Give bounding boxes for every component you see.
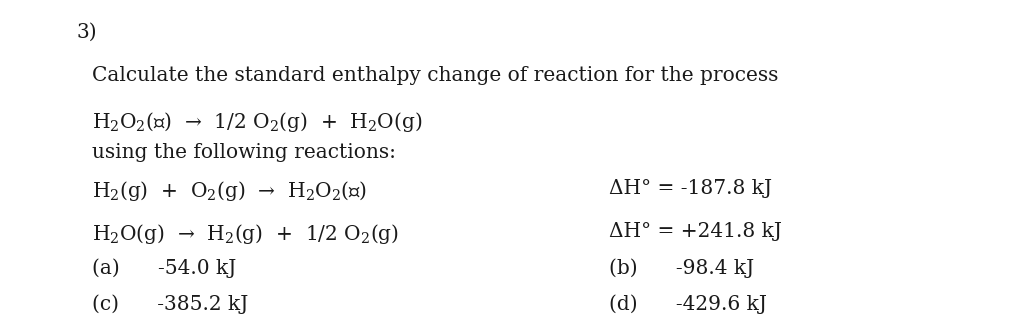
Text: (a)      -54.0 kJ: (a) -54.0 kJ bbox=[92, 258, 237, 278]
Text: using the following reactions:: using the following reactions: bbox=[92, 143, 396, 162]
Text: $\mathregular{H_2O_2}$(ℓ)  →  1/2 $\mathregular{O_2}$(g)  +  $\mathregular{H_2O}: $\mathregular{H_2O_2}$(ℓ) → 1/2 $\mathre… bbox=[92, 110, 423, 134]
Text: $\mathregular{H_2O}$(g)  →  $\mathregular{H_2}$(g)  +  1/2 $\mathregular{O_2}$(g: $\mathregular{H_2O}$(g) → $\mathregular{… bbox=[92, 222, 399, 246]
Text: ΔH° = -187.8 kJ: ΔH° = -187.8 kJ bbox=[609, 179, 772, 198]
Text: (c)      -385.2 kJ: (c) -385.2 kJ bbox=[92, 294, 249, 314]
Text: 3): 3) bbox=[77, 23, 97, 42]
Text: (d)      -429.6 kJ: (d) -429.6 kJ bbox=[609, 294, 767, 314]
Text: ΔH° = +241.8 kJ: ΔH° = +241.8 kJ bbox=[609, 222, 782, 241]
Text: (b)      -98.4 kJ: (b) -98.4 kJ bbox=[609, 258, 755, 278]
Text: $\mathregular{H_2}$(g)  +  $\mathregular{O_2}$(g)  →  $\mathregular{H_2O_2}$(ℓ): $\mathregular{H_2}$(g) + $\mathregular{O… bbox=[92, 179, 368, 203]
Text: Calculate the standard enthalpy change of reaction for the process: Calculate the standard enthalpy change o… bbox=[92, 66, 778, 85]
